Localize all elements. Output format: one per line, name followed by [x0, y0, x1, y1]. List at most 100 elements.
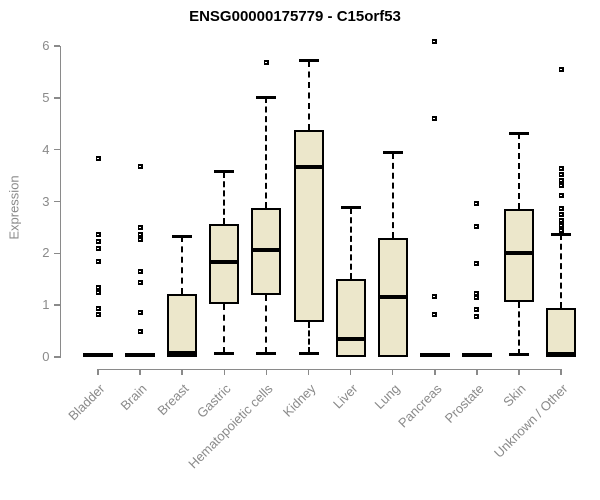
upper-whisker	[181, 236, 184, 294]
median-line	[461, 352, 492, 357]
outlier-point	[474, 200, 480, 206]
x-tick-mark	[307, 368, 310, 375]
median-line	[546, 352, 577, 357]
y-tick-mark	[53, 304, 60, 306]
x-tick-mark	[265, 368, 268, 375]
y-tick-label: 1	[42, 297, 50, 313]
outlier-point	[137, 224, 143, 230]
box-liver	[335, 279, 366, 357]
y-tick-label: 2	[42, 245, 50, 261]
upper-whisker-cap	[256, 95, 277, 99]
upper-whisker-cap	[551, 232, 572, 236]
outlier-point	[474, 290, 480, 296]
outlier-point	[432, 311, 438, 317]
median-line	[504, 250, 534, 255]
x-tick-mark	[391, 368, 394, 375]
outlier-point	[558, 172, 564, 178]
y-tick-mark	[53, 252, 60, 255]
lower-whisker	[223, 304, 226, 354]
upper-whisker	[518, 133, 520, 210]
outlier-point	[95, 258, 101, 264]
y-tick-mark	[53, 97, 60, 99]
outlier-point	[95, 311, 101, 317]
upper-whisker-cap	[340, 206, 361, 210]
outlier-point	[474, 224, 480, 230]
box-skin	[504, 209, 534, 303]
box-breast	[167, 293, 198, 357]
y-tick-mark	[53, 200, 60, 203]
outlier-point	[137, 310, 143, 316]
outlier-point	[558, 227, 564, 233]
y-tick-label: 5	[42, 89, 50, 105]
outlier-point	[95, 156, 101, 162]
outlier-point	[432, 39, 438, 45]
outlier-point	[95, 284, 101, 290]
x-tick-mark	[560, 368, 562, 375]
lower-whisker	[307, 321, 310, 354]
lower-whisker-cap	[256, 351, 277, 355]
lower-whisker	[265, 294, 268, 354]
upper-whisker	[391, 152, 394, 239]
upper-whisker	[265, 97, 268, 209]
median-line	[419, 352, 450, 357]
outlier-point	[95, 245, 101, 251]
outlier-point	[137, 329, 143, 335]
outlier-point	[558, 212, 564, 218]
outlier-point	[558, 183, 564, 189]
outlier-point	[95, 231, 101, 237]
outlier-point	[263, 60, 269, 66]
outlier-point	[474, 307, 480, 313]
x-tick-mark	[518, 368, 520, 375]
upper-whisker-cap	[298, 59, 319, 62]
outlier-point	[558, 223, 564, 229]
outlier-point	[137, 280, 143, 286]
outlier-point	[558, 206, 564, 212]
outlier-point	[474, 313, 480, 319]
y-tick-mark	[53, 45, 60, 47]
outlier-point	[558, 67, 564, 73]
outlier-point	[95, 289, 101, 295]
y-tick-mark	[53, 356, 60, 358]
y-tick-label: 3	[42, 193, 50, 209]
outlier-point	[432, 294, 438, 300]
outlier-point	[558, 193, 564, 199]
lower-whisker	[518, 302, 520, 355]
y-tick-label: 4	[42, 141, 50, 157]
outlier-point	[137, 232, 143, 238]
median-line	[377, 294, 408, 299]
lower-whisker-cap	[509, 353, 529, 357]
x-tick-mark	[139, 368, 141, 375]
median-line	[167, 350, 198, 355]
outlier-point	[558, 177, 564, 183]
outlier-point	[95, 239, 101, 245]
lower-whisker-cap	[298, 351, 319, 355]
upper-whisker-cap	[214, 170, 235, 174]
outlier-point	[558, 166, 564, 172]
x-tick-mark	[181, 368, 183, 375]
median-line	[251, 248, 282, 253]
x-tick-mark	[97, 368, 99, 375]
outlier-point	[474, 260, 480, 266]
median-line	[83, 352, 113, 357]
outlier-point	[137, 164, 143, 170]
y-tick-label: 6	[42, 38, 50, 53]
outlier-point	[95, 306, 101, 312]
upper-whisker	[307, 60, 310, 131]
x-axis-line	[97, 368, 563, 370]
upper-whisker	[560, 234, 563, 308]
median-line	[293, 164, 324, 169]
chart-title: ENSG00000175779 - C15orf53	[189, 8, 401, 25]
outlier-point	[137, 269, 143, 275]
y-tick-mark	[53, 148, 60, 151]
outlier-point	[558, 218, 564, 224]
x-tick-mark	[349, 368, 352, 375]
outlier-point	[432, 115, 438, 121]
x-tick-mark	[476, 368, 478, 375]
x-tick-mark	[223, 368, 226, 375]
box-kidney	[293, 130, 324, 322]
y-tick-label: 0	[42, 349, 50, 364]
upper-whisker-cap	[509, 131, 529, 135]
upper-whisker	[223, 171, 226, 224]
upper-whisker	[349, 207, 352, 280]
